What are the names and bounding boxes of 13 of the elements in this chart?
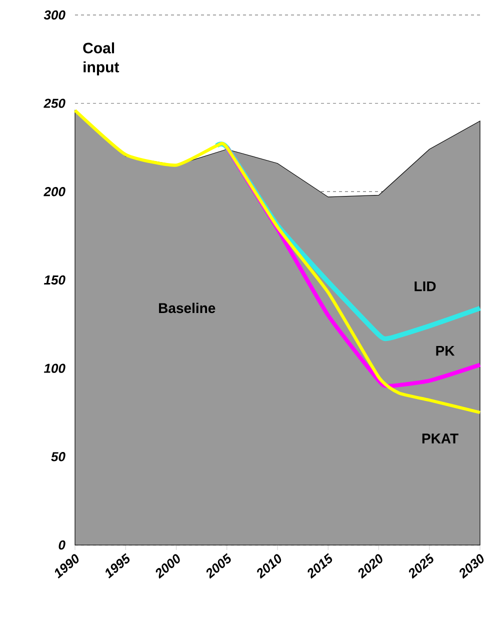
text: LID — [414, 281, 436, 292]
annotation: Coal input — [83, 42, 120, 76]
y-tick-label: 200 — [44, 187, 66, 196]
y-tick-label: 150 — [44, 275, 66, 285]
y-tick-label: 300 — [44, 10, 66, 20]
y-tick-label: 0 — [58, 540, 66, 550]
line-series — [73, 108, 482, 414]
y-tick-label: 250 — [44, 98, 66, 108]
y-tick-label: 100 — [44, 364, 66, 373]
y-tick-label: 50 — [51, 452, 66, 462]
series-label: PK — [436, 346, 455, 356]
series-label: Baseline — [159, 302, 216, 314]
series-label: PKAT — [422, 434, 458, 444]
